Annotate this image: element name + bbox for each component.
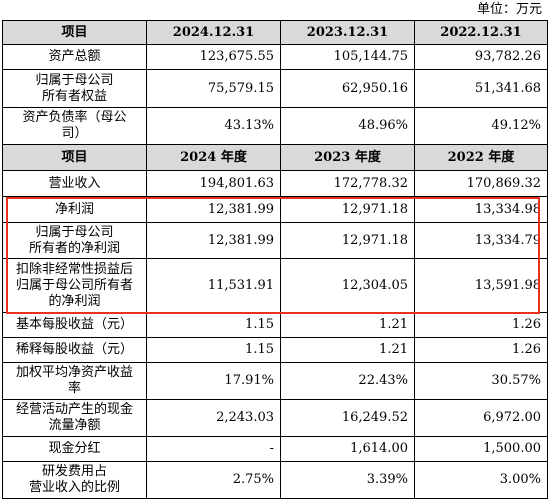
row-label: 归属于母公司 所有者权益 <box>2 69 147 108</box>
cell-value: 3.39% <box>280 461 415 499</box>
cell-value: 1.21 <box>280 337 415 363</box>
cell-value: 1.15 <box>146 337 281 363</box>
table-row: 净利润 12,381.99 12,971.18 13,334.98 <box>2 196 548 223</box>
cell-value: 16,249.52 <box>280 399 415 437</box>
header-item: 项目 <box>2 144 147 171</box>
row-label: 净利润 <box>2 196 147 223</box>
cell-value: 13,334.79 <box>414 222 548 259</box>
cell-value: 170,869.32 <box>414 170 548 197</box>
cell-value: 13,591.98 <box>414 258 548 313</box>
cell-value: 123,675.55 <box>146 44 281 70</box>
table-row: 资产负债率（母公 司） 43.13% 48.96% 49.12% <box>2 107 548 145</box>
header-year-2024: 2024.12.31 <box>146 20 281 45</box>
table-row: 基本每股收益（元） 1.15 1.21 1.26 <box>2 312 548 338</box>
header-item: 项目 <box>2 20 147 45</box>
table-row: 稀释每股收益（元） 1.15 1.21 1.26 <box>2 337 548 363</box>
cell-value: 105,144.75 <box>280 44 415 70</box>
cell-value: 6,972.00 <box>414 399 548 437</box>
cell-value: 22.43% <box>280 362 415 400</box>
cell-value: 1,614.00 <box>280 436 415 462</box>
header-year-2024: 2024 年度 <box>146 144 281 171</box>
table-row: 现金分红 - 1,614.00 1,500.00 <box>2 436 548 462</box>
cell-value: 75,579.15 <box>146 69 281 108</box>
cell-value: 1.15 <box>146 312 281 338</box>
cell-value: 49.12% <box>414 107 548 145</box>
header-year-2022: 2022 年度 <box>414 144 548 171</box>
cell-value: 2.75% <box>146 461 281 499</box>
cell-value: 12,381.99 <box>146 196 281 223</box>
cell-value: 1.26 <box>414 337 548 363</box>
table-row: 扣除非经常性损益后 归属于母公司所有者 的净利润 11,531.91 12,30… <box>2 258 548 313</box>
financial-table: 项目 2024.12.31 2023.12.31 2022.12.31 资产总额… <box>2 20 548 499</box>
table-row: 营业收入 194,801.63 172,778.32 170,869.32 <box>2 170 548 197</box>
cell-value: 51,341.68 <box>414 69 548 108</box>
row-label: 加权平均净资产收益 率 <box>2 362 147 400</box>
cell-value: 1.21 <box>280 312 415 338</box>
cell-value: 172,778.32 <box>280 170 415 197</box>
row-label: 现金分红 <box>2 436 147 462</box>
cell-value: 13,334.98 <box>414 196 548 223</box>
cell-value: 3.00% <box>414 461 548 499</box>
table-row: 资产总额 123,675.55 105,144.75 93,782.26 <box>2 44 548 70</box>
table-header-balance: 项目 2024.12.31 2023.12.31 2022.12.31 <box>2 20 548 45</box>
cell-value: 12,381.99 <box>146 222 281 259</box>
cell-value: - <box>146 436 281 462</box>
header-year-2023: 2023 年度 <box>280 144 415 171</box>
cell-value: 12,304.05 <box>280 258 415 313</box>
cell-value: 11,531.91 <box>146 258 281 313</box>
row-label: 稀释每股收益（元） <box>2 337 147 363</box>
table-row: 归属于母公司 所有者的净利润 12,381.99 12,971.18 13,33… <box>2 222 548 259</box>
table-row: 研发费用占 营业收入的比例 2.75% 3.39% 3.00% <box>2 461 548 499</box>
header-year-2022: 2022.12.31 <box>414 20 548 45</box>
row-label: 资产负债率（母公 司） <box>2 107 147 145</box>
row-label: 归属于母公司 所有者的净利润 <box>2 222 147 259</box>
row-label: 经营活动产生的现金 流量净额 <box>2 399 147 437</box>
table-row: 加权平均净资产收益 率 17.91% 22.43% 30.57% <box>2 362 548 400</box>
cell-value: 17.91% <box>146 362 281 400</box>
cell-value: 2,243.03 <box>146 399 281 437</box>
row-label: 营业收入 <box>2 170 147 197</box>
unit-label: 单位：万元 <box>476 2 542 17</box>
row-label: 研发费用占 营业收入的比例 <box>2 461 147 499</box>
table-row: 归属于母公司 所有者权益 75,579.15 62,950.16 51,341.… <box>2 69 548 108</box>
row-label: 资产总额 <box>2 44 147 70</box>
cell-value: 48.96% <box>280 107 415 145</box>
cell-value: 30.57% <box>414 362 548 400</box>
cell-value: 12,971.18 <box>280 222 415 259</box>
cell-value: 1,500.00 <box>414 436 548 462</box>
cell-value: 43.13% <box>146 107 281 145</box>
cell-value: 93,782.26 <box>414 44 548 70</box>
row-label: 扣除非经常性损益后 归属于母公司所有者 的净利润 <box>2 258 147 313</box>
cell-value: 62,950.16 <box>280 69 415 108</box>
table-header-income: 项目 2024 年度 2023 年度 2022 年度 <box>2 144 548 171</box>
cell-value: 1.26 <box>414 312 548 338</box>
cell-value: 194,801.63 <box>146 170 281 197</box>
header-year-2023: 2023.12.31 <box>280 20 415 45</box>
table-row: 经营活动产生的现金 流量净额 2,243.03 16,249.52 6,972.… <box>2 399 548 437</box>
row-label: 基本每股收益（元） <box>2 312 147 338</box>
cell-value: 12,971.18 <box>280 196 415 223</box>
